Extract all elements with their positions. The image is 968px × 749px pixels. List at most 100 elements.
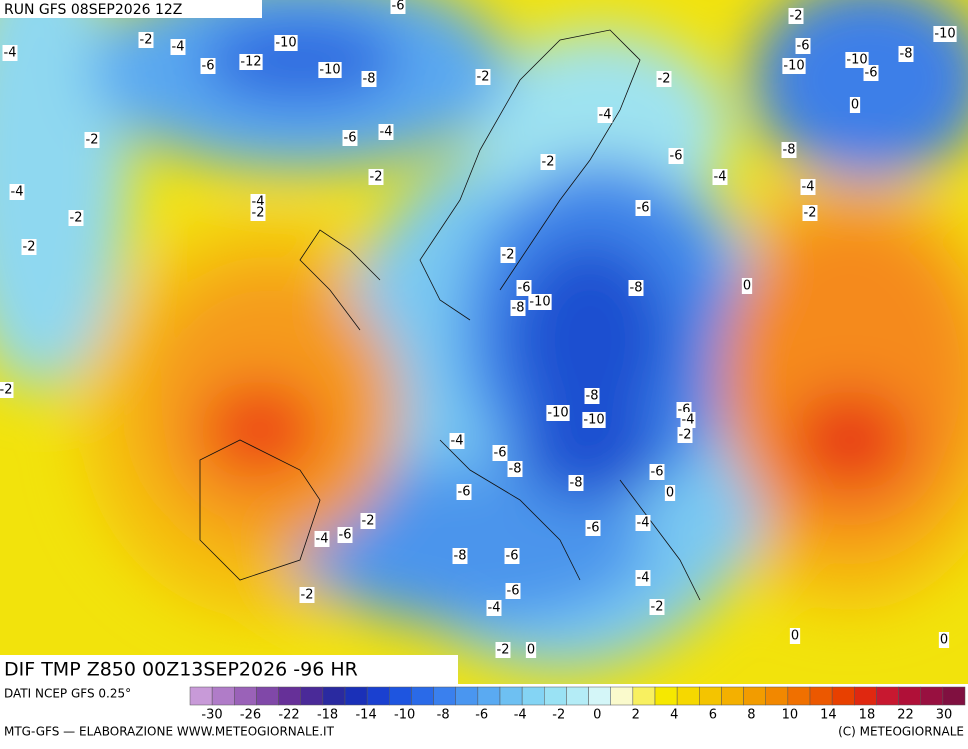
- colorbar-swatch: [699, 686, 722, 706]
- contour-label-box: [21, 239, 37, 255]
- contour-label-text: -8: [509, 462, 522, 477]
- contour-label: -10: [933, 26, 957, 42]
- colorbar-swatch: [455, 686, 479, 706]
- colorbar-tick-label: -30: [201, 708, 222, 723]
- contour-label: -6: [649, 464, 665, 480]
- colorbar: -30 -26 -22 -18 -14 -10 -8 -6 -4 -2 0 2 4 6 8 10 14 18 22 3…: [189, 686, 966, 723]
- contour-label-box: [170, 39, 186, 55]
- contour-label: -10: [582, 412, 606, 428]
- colorbar-swatch: [765, 686, 789, 706]
- contour-label-text: -6: [339, 528, 352, 543]
- contour-label: -2: [250, 205, 266, 221]
- contour-label: -10: [546, 405, 570, 421]
- colorbar-tick-label: 8: [747, 708, 755, 723]
- data-source: DATI NCEP GFS 0.25°: [4, 687, 131, 701]
- colorbar-tick-label: 2: [632, 708, 640, 723]
- colorbar-tick-label: 4: [670, 708, 678, 723]
- contour-label-text: -8: [512, 301, 525, 316]
- contour-label-text: -2: [502, 248, 515, 263]
- contour-label: -6: [635, 200, 651, 216]
- contour-label-text: -6: [797, 39, 810, 54]
- contour-label: -10: [318, 62, 342, 78]
- contour-label-box: [677, 427, 693, 443]
- temperature-field: [0, 0, 968, 670]
- contour-label-box: [938, 632, 950, 648]
- contour-label-box: [274, 35, 298, 51]
- contour-label-text: -10: [934, 27, 955, 42]
- contour-label-text: 0: [527, 643, 535, 658]
- contour-label: -4: [378, 124, 394, 140]
- contour-label-text: -6: [507, 584, 520, 599]
- contour-label-text: -10: [275, 36, 296, 51]
- contour-label: -6: [668, 148, 684, 164]
- contour-label-box: [802, 205, 818, 221]
- colorbar-swatch: [344, 686, 368, 706]
- contour-label-box: [789, 628, 801, 644]
- contour-label: -2: [138, 32, 154, 48]
- contour-label-text: -6: [392, 0, 405, 14]
- contour-label-text: -10: [846, 53, 867, 68]
- contour-label-text: -6: [506, 549, 519, 564]
- contour-label-text: -4: [172, 40, 185, 55]
- contour-label-text: -6: [458, 485, 471, 500]
- contour-label-box: [452, 548, 468, 564]
- contour-label-text: -2: [362, 514, 375, 529]
- contour-label-text: 0: [791, 629, 799, 644]
- contour-label-box: [314, 531, 330, 547]
- contour-label-box: [504, 548, 520, 564]
- colorbar-swatch: [566, 686, 589, 706]
- contour-label-box: [495, 642, 511, 658]
- contour-label-text: -8: [454, 549, 467, 564]
- contour-label-text: -6: [587, 521, 600, 536]
- contour-label-box: [525, 642, 537, 658]
- contour-label-text: -8: [570, 476, 583, 491]
- contour-label-text: -2: [790, 9, 803, 24]
- contour-label-box: [456, 484, 472, 500]
- colorbar-swatch: [588, 686, 611, 706]
- contour-label: -2: [656, 71, 672, 87]
- contour-label-box: [507, 461, 523, 477]
- contour-label: -2: [21, 239, 37, 255]
- contour-label-box: [795, 38, 811, 54]
- contour-label: -8: [361, 71, 377, 87]
- contour-label: -2: [677, 427, 693, 443]
- contour-label-text: -4: [802, 180, 815, 195]
- contour-label-box: [680, 412, 696, 428]
- contour-label-box: [390, 0, 406, 14]
- contour-label-box: [486, 600, 502, 616]
- contour-label: -6: [863, 65, 879, 81]
- contour-label-box: [250, 205, 266, 221]
- colorbar-swatch: [854, 686, 877, 706]
- contour-label-box: [546, 405, 570, 421]
- contour-label-text: -10: [319, 63, 340, 78]
- colorbar-swatch: [743, 686, 766, 706]
- contour-label: -10: [274, 35, 298, 51]
- colorbar-tick-label: -18: [317, 708, 338, 723]
- contour-label: -6: [492, 445, 508, 461]
- colorbar-swatch: [477, 686, 501, 706]
- contour-label: -6: [585, 520, 601, 536]
- contour-label: -2: [475, 69, 491, 85]
- contour-label-text: 0: [666, 486, 674, 501]
- map: -6-2-2 -4 -10 -6-10-4-6 -12-10-8 -2 -2-10 -10-6…: [0, 0, 968, 684]
- colorbar-swatch: [366, 686, 390, 706]
- contour-label-box: [712, 169, 728, 185]
- contour-label-box: [635, 570, 651, 586]
- contour-label-box: [368, 169, 384, 185]
- colorbar-swatch: [721, 686, 744, 706]
- contour-label-box: [635, 200, 651, 216]
- contour-label-box: [342, 130, 358, 146]
- colorbar-swatch: [389, 686, 412, 706]
- contour-label: -2: [360, 513, 376, 529]
- contour-label: 0: [789, 628, 801, 644]
- contour-label-text: -2: [23, 240, 36, 255]
- contour-label-box: [0, 382, 14, 398]
- contour-label-text: -4: [11, 185, 24, 200]
- contour-label: -8: [507, 461, 523, 477]
- colorbar-swatch: [278, 686, 301, 706]
- contour-label-box: [318, 62, 342, 78]
- contour-label-text: -4: [316, 532, 329, 547]
- contour-label-text: 0: [940, 633, 948, 648]
- colorbar-swatch: [433, 686, 456, 706]
- contour-label-box: [898, 46, 914, 62]
